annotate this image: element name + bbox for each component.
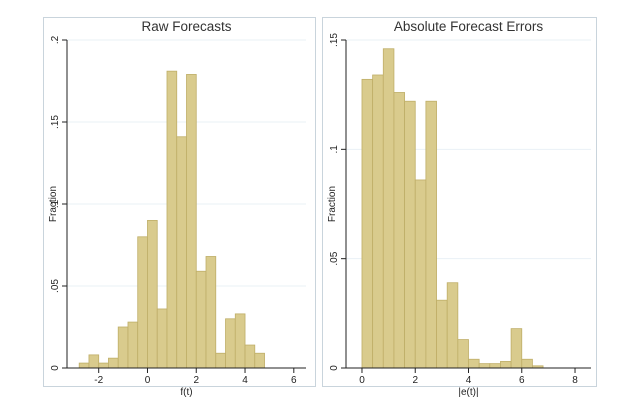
error-y-tick-label: 0	[329, 365, 340, 371]
error-x-tick-label: 2	[412, 375, 418, 386]
raw-histogram-bar	[117, 326, 129, 369]
raw-histogram-bar	[234, 313, 246, 369]
raw-histogram-bar	[98, 362, 109, 369]
raw-y-tick-label: 0	[50, 365, 61, 371]
raw-chart-title: Raw Forecasts	[141, 19, 231, 34]
raw-histogram-bar	[215, 352, 226, 369]
raw-histogram-bar	[186, 74, 197, 369]
error-histogram-bar	[372, 74, 384, 369]
raw-histogram-bar	[88, 354, 100, 369]
error-histogram-bar	[446, 282, 459, 369]
raw-histogram-bar	[176, 136, 187, 369]
error-y-tick-label: .1	[329, 145, 340, 154]
raw-histogram-bar	[147, 219, 158, 369]
raw-histogram-bar	[254, 352, 265, 369]
raw-y-axis-label: Fraction	[48, 186, 59, 222]
error-y-axis-label: Fraction	[327, 186, 338, 222]
raw-x-tick-label: -2	[94, 375, 103, 386]
error-x-tick-label: 6	[519, 375, 525, 386]
raw-histogram-bar	[166, 70, 178, 369]
raw-y-tick-label: .05	[50, 279, 61, 293]
raw-y-tick-label: .15	[50, 115, 61, 129]
raw-panel-frame	[43, 17, 316, 387]
error-histogram-bar	[489, 363, 501, 369]
error-histogram-bar	[404, 100, 416, 369]
error-histogram-bar	[425, 100, 437, 369]
error-histogram-bar	[393, 92, 405, 369]
raw-histogram-bar	[156, 308, 168, 369]
error-x-tick-label: 4	[466, 375, 472, 386]
raw-x-axis-label: f(t)	[180, 387, 192, 398]
error-y-tick-label: .15	[329, 33, 340, 47]
error-y-tick-label: .05	[329, 251, 340, 265]
raw-x-tick-label: 4	[242, 375, 248, 386]
error-x-tick-label: 8	[572, 375, 578, 386]
raw-histogram-bar	[108, 357, 119, 369]
error-histogram-bar	[521, 358, 533, 369]
error-histogram-bar	[382, 48, 395, 369]
raw-x-tick-label: 2	[193, 375, 199, 386]
raw-histogram-bar	[78, 362, 90, 369]
raw-histogram-bar	[137, 236, 148, 369]
error-x-axis-label: |e(t)|	[458, 387, 478, 398]
error-panel-frame	[322, 17, 597, 387]
error-histogram-bar	[361, 78, 374, 369]
error-histogram-bar	[510, 328, 523, 369]
raw-x-tick-label: 6	[291, 375, 297, 386]
raw-y-tick-label: .2	[50, 35, 61, 44]
raw-x-tick-label: 0	[145, 375, 151, 386]
error-histogram-bar	[478, 363, 491, 369]
raw-histogram-bar	[127, 321, 139, 369]
raw-histogram-bar	[195, 270, 207, 369]
error-chart-title: Absolute Forecast Errors	[394, 19, 544, 34]
error-histogram-bar	[500, 361, 512, 369]
absolute-errors-panel: Absolute Forecast Errors 0 .05 .1 .15 0 2 4 6 8 |e…	[322, 17, 597, 398]
raw-histogram-bar	[244, 344, 256, 369]
error-x-tick-label: 0	[359, 375, 365, 386]
error-histogram-bar	[414, 179, 427, 369]
raw-histogram-bar	[225, 318, 236, 369]
raw-histogram-bar	[205, 256, 217, 369]
error-histogram-bar	[457, 339, 469, 369]
error-histogram-bar	[468, 358, 480, 369]
raw-y-tick-label: .1	[50, 199, 61, 208]
error-histogram-bar	[436, 299, 448, 369]
raw-forecasts-panel: Raw Forecasts 0 .05 .1 .15 .2 -2 0 2 4 6 f(t) Fracti…	[43, 17, 316, 398]
